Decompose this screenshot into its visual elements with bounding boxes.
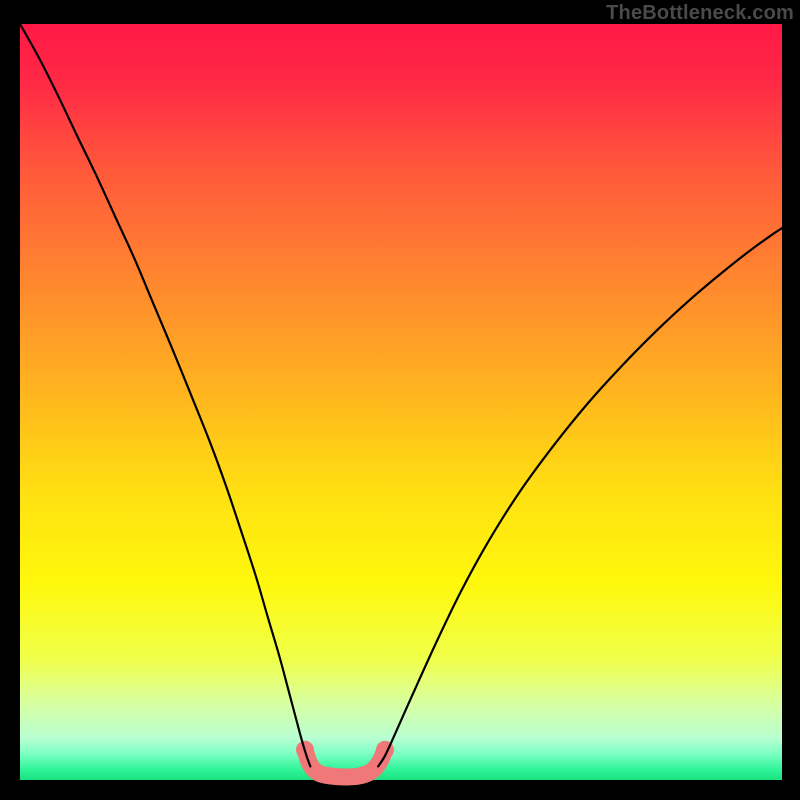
chart-background xyxy=(20,24,782,780)
watermark-text: TheBottleneck.com xyxy=(606,2,794,25)
bottleneck-chart xyxy=(0,0,800,800)
